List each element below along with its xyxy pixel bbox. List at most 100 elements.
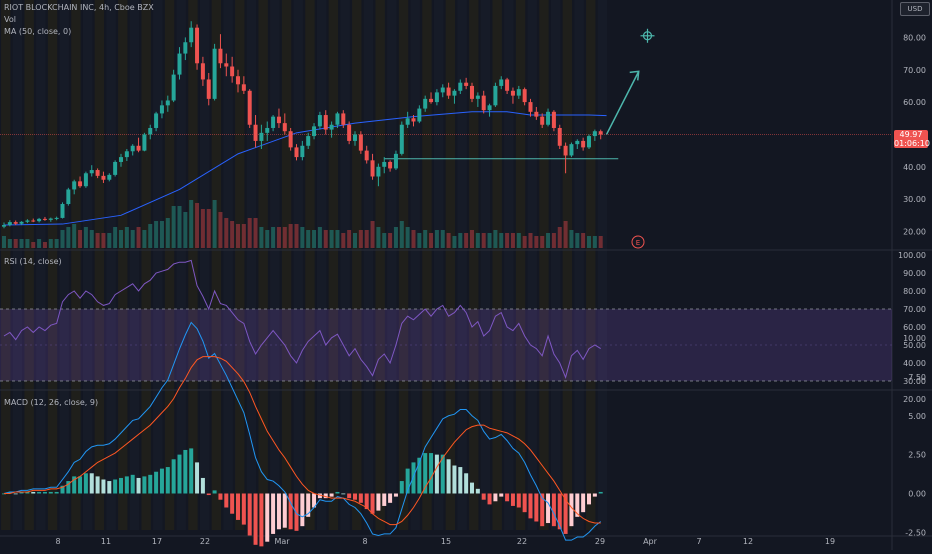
- candle-body: [25, 220, 30, 222]
- macd-histogram-bar: [48, 491, 53, 494]
- candle: [487, 103, 492, 117]
- session-band: [176, 0, 186, 530]
- candle: [13, 220, 18, 226]
- candle-body: [505, 79, 510, 91]
- rsi-legend[interactable]: RSI (14, close): [4, 257, 62, 266]
- candle: [177, 47, 182, 80]
- candle: [464, 77, 469, 90]
- candle: [434, 89, 439, 106]
- volume-bar: [83, 227, 88, 248]
- macd-histogram-bar: [230, 493, 235, 514]
- session-band: [129, 0, 140, 530]
- volume-bar: [31, 242, 36, 248]
- time-tick-label: 22: [517, 537, 527, 546]
- volume-bar: [399, 221, 404, 248]
- candle: [516, 85, 521, 99]
- time-tick-label: 7: [696, 537, 701, 546]
- candle-body: [78, 181, 83, 187]
- volume-bar: [78, 230, 83, 248]
- volume-bar: [312, 230, 317, 248]
- candle-body: [83, 173, 88, 187]
- volume-bar: [417, 233, 422, 248]
- candle-body: [224, 63, 229, 67]
- earnings-marker: E: [631, 235, 645, 249]
- candle: [230, 56, 235, 83]
- macd-histogram-bar: [282, 493, 287, 528]
- session-band: [188, 0, 198, 530]
- candle: [569, 142, 574, 158]
- volume-bar: [101, 233, 106, 248]
- session-band: [469, 0, 479, 530]
- session-band: [492, 0, 502, 530]
- macd-histogram-bar: [493, 493, 498, 502]
- macd-histogram-bar: [13, 493, 18, 495]
- currency-badge[interactable]: USD: [900, 2, 930, 16]
- macd-histogram-bar: [89, 473, 94, 494]
- last-price-badge: 49.97 01:06:10: [894, 130, 930, 148]
- rsi-line: [3, 259, 601, 379]
- candle-body: [364, 150, 369, 161]
- candle: [271, 115, 276, 132]
- macd-histogram-bar: [581, 493, 586, 513]
- time-tick-label: 17: [152, 537, 162, 546]
- earnings-letter: E: [636, 239, 640, 247]
- candle: [83, 171, 88, 188]
- session-band: [422, 0, 432, 530]
- candle-body: [516, 89, 521, 96]
- candle: [183, 37, 188, 61]
- candle-body: [417, 108, 422, 122]
- candle-body: [510, 90, 515, 96]
- volume-legend[interactable]: Vol: [4, 15, 16, 24]
- candle-body: [241, 84, 246, 91]
- session-band: [1, 0, 11, 530]
- candle-body: [124, 151, 129, 158]
- candle: [510, 87, 515, 104]
- volume-bar: [540, 236, 545, 248]
- macd-legend[interactable]: MACD (12, 26, close, 9): [4, 398, 99, 407]
- candle: [598, 129, 603, 140]
- volume-bar: [60, 230, 65, 248]
- candle-body: [323, 115, 328, 130]
- price-tick-label: 40.00: [903, 163, 926, 172]
- candle: [347, 121, 352, 145]
- volume-bar: [323, 230, 328, 248]
- candle: [557, 124, 562, 150]
- macd-histogram-bar: [405, 468, 410, 494]
- candle: [31, 218, 36, 223]
- candle: [475, 92, 480, 107]
- volume-bar: [148, 224, 153, 248]
- session-band: [433, 0, 444, 530]
- candle-body: [540, 116, 545, 125]
- candle: [499, 76, 504, 90]
- candle: [551, 110, 556, 132]
- candle-body: [353, 134, 357, 141]
- volume-bar: [276, 227, 281, 248]
- candle: [587, 134, 591, 150]
- ma-legend[interactable]: MA (50, close, 0): [4, 27, 72, 36]
- candle-body: [154, 113, 159, 128]
- candle-body: [376, 166, 381, 177]
- volume-bar: [119, 230, 123, 248]
- macd-tick-label: 10.00: [903, 334, 926, 343]
- candle-body: [563, 145, 568, 156]
- rsi-tick-label: 20.00: [903, 395, 926, 404]
- candle-body: [569, 144, 574, 156]
- candle-body: [119, 157, 123, 162]
- volume-bar: [271, 227, 276, 248]
- candle-body: [165, 100, 170, 106]
- candle: [19, 221, 24, 226]
- volume-bar: [154, 221, 159, 248]
- candle: [522, 87, 527, 106]
- macd-histogram-bar: [388, 493, 393, 503]
- volume-bar: [25, 239, 30, 248]
- macd-histogram-bar: [434, 454, 439, 494]
- session-band: [12, 0, 23, 530]
- volume-bar: [505, 233, 510, 248]
- candle: [265, 121, 270, 141]
- session-band: [305, 0, 315, 530]
- session-band: [211, 0, 222, 530]
- session-band: [457, 0, 467, 530]
- volume-bar: [136, 227, 141, 248]
